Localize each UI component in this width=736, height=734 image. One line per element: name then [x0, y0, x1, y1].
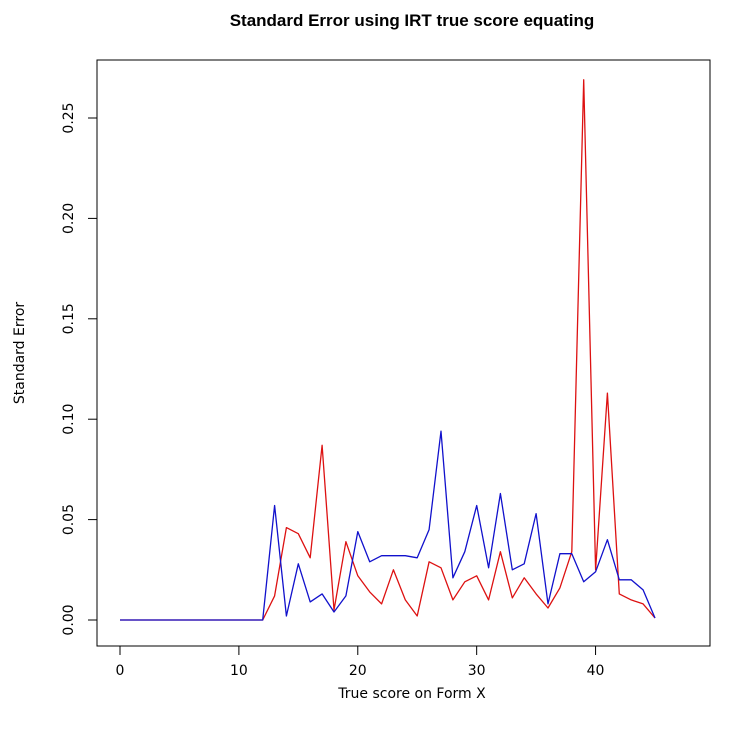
y-axis-label: Standard Error	[12, 302, 28, 405]
x-tick-label: 0	[116, 663, 125, 679]
series-layer	[120, 79, 656, 621]
x-tick-label: 30	[468, 663, 486, 679]
x-tick-label: 10	[230, 663, 248, 679]
x-axis: 0 10 20 30 40	[116, 645, 655, 679]
x-tick-label: 20	[349, 663, 367, 679]
y-tick-label: 0.20	[61, 203, 77, 234]
y-tick-label: 0.25	[61, 102, 77, 133]
plot-frame	[96, 59, 711, 647]
y-axis: 0.00 0.05 0.10 0.15 0.20 0.25	[61, 102, 98, 636]
x-axis-label: True score on Form X	[337, 686, 486, 702]
y-tick-label: 0.00	[61, 604, 77, 635]
y-tick-label: 0.05	[61, 504, 77, 535]
y-tick-label: 0.10	[61, 404, 77, 435]
chart-title: Standard Error using IRT true score equa…	[230, 11, 595, 30]
y-tick-label: 0.15	[61, 303, 77, 334]
series-line-2	[120, 430, 656, 621]
x-tick-label: 40	[587, 663, 605, 679]
series-line-1	[120, 79, 656, 621]
